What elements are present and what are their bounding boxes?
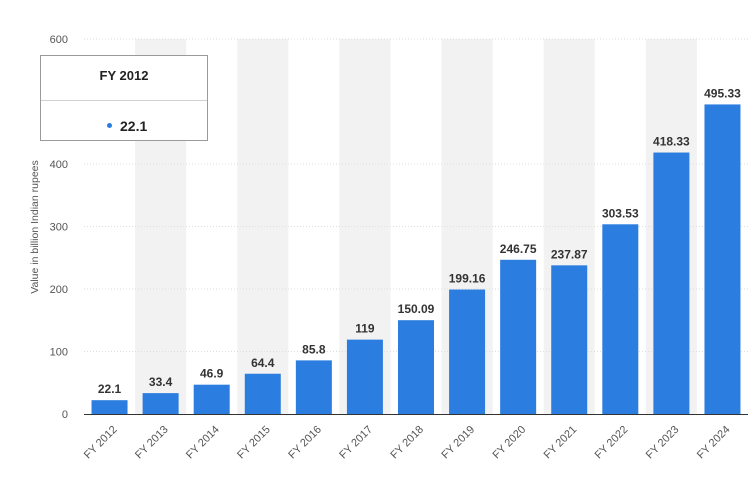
data-label: 33.4 <box>149 375 173 389</box>
y-tick-label: 100 <box>50 347 68 359</box>
data-label: 119 <box>355 322 375 336</box>
data-label: 199.16 <box>449 272 486 286</box>
bar[interactable] <box>500 259 537 414</box>
bar[interactable] <box>602 224 639 414</box>
bars <box>91 104 741 414</box>
bar[interactable] <box>653 152 690 414</box>
x-tick-label: FY 2012 <box>82 424 120 462</box>
y-tick-label: 200 <box>50 284 68 296</box>
x-tick-label: FY 2022 <box>593 424 631 462</box>
y-tick-label: 300 <box>50 222 68 234</box>
bar[interactable] <box>295 360 332 414</box>
data-label: 418.33 <box>653 135 690 149</box>
data-labels: 22.1 33.4 46.9 64.4 85.8 119 150.09 199.16 246.7… <box>98 86 741 396</box>
data-label: 64.4 <box>251 356 275 370</box>
x-tick-label: FY 2020 <box>491 424 529 462</box>
x-tick-label: FY 2024 <box>695 424 733 462</box>
x-tick-label: FY 2015 <box>235 424 273 462</box>
data-label: 46.9 <box>200 367 224 381</box>
bar[interactable] <box>91 400 128 414</box>
bar[interactable] <box>449 289 486 414</box>
data-label: 303.53 <box>602 206 639 220</box>
data-label: 85.8 <box>302 342 326 356</box>
data-label: 22.1 <box>98 382 122 396</box>
x-tick-label: FY 2023 <box>644 424 682 462</box>
data-label: 246.75 <box>500 242 537 256</box>
y-tick-label: 0 <box>62 409 68 421</box>
y-axis-title: Value in billion Indian rupees <box>29 160 41 293</box>
y-axis-ticks: 0 100 200 300 400 600 <box>50 34 68 421</box>
y-tick-label: 600 <box>50 34 68 46</box>
bar[interactable] <box>244 373 281 414</box>
x-tick-label: FY 2013 <box>133 424 171 462</box>
bar[interactable] <box>142 393 179 414</box>
tooltip: FY 2012 22.1 <box>40 55 208 141</box>
x-tick-label: FY 2017 <box>337 424 375 462</box>
x-tick-label: FY 2016 <box>286 424 324 462</box>
x-tick-label: FY 2018 <box>388 424 426 462</box>
x-tick-label: FY 2014 <box>184 424 222 462</box>
data-label: 237.87 <box>551 247 588 261</box>
tooltip-divider <box>41 100 207 101</box>
data-label: 495.33 <box>704 86 741 100</box>
bar[interactable] <box>704 104 741 414</box>
tooltip-title: FY 2012 <box>99 68 149 83</box>
tooltip-value: 22.1 <box>120 118 148 134</box>
y-tick-label: 400 <box>50 159 68 171</box>
bar[interactable] <box>193 384 230 414</box>
x-tick-label: FY 2021 <box>542 424 580 462</box>
data-label: 150.09 <box>398 302 435 316</box>
bar[interactable] <box>398 320 434 414</box>
series-dot-icon <box>107 122 112 128</box>
tooltip-row: 22.1 <box>107 118 147 134</box>
bar[interactable] <box>346 339 383 414</box>
x-axis-ticks: FY 2012 FY 2013 FY 2014 FY 2015 FY 2016 FY 20… <box>82 424 733 462</box>
bar[interactable] <box>551 265 588 414</box>
x-tick-label: FY 2019 <box>439 424 477 462</box>
